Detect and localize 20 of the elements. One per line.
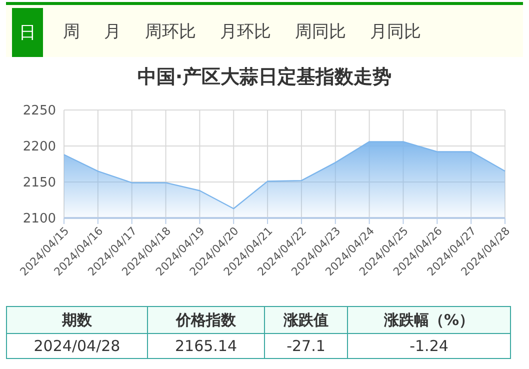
text: 2024/04/28 <box>6 334 148 358</box>
y-tick-label: 2150 <box>22 176 56 191</box>
text: 价格指数 <box>148 306 264 334</box>
text: 涨跌幅（%） <box>348 306 510 334</box>
text: 期数 <box>6 306 148 334</box>
text: 周同比 <box>294 20 347 44</box>
chart-title: 中国·产区大蒜日定基指数走势 <box>136 65 393 90</box>
text: 涨跌值 <box>264 306 348 334</box>
y-tick-label: 2100 <box>22 212 56 227</box>
text: 月环比 <box>219 20 272 44</box>
text: -27.1 <box>264 334 348 358</box>
y-tick-label: 2250 <box>22 104 56 119</box>
text: 月同比 <box>369 20 422 44</box>
text: -1.24 <box>348 334 510 358</box>
text: 2165.14 <box>148 334 264 358</box>
y-tick-label: 2200 <box>22 140 56 155</box>
text: 周 <box>62 20 81 44</box>
text: 日 <box>12 8 43 57</box>
text: 周环比 <box>144 20 197 44</box>
text: 月 <box>103 20 122 44</box>
